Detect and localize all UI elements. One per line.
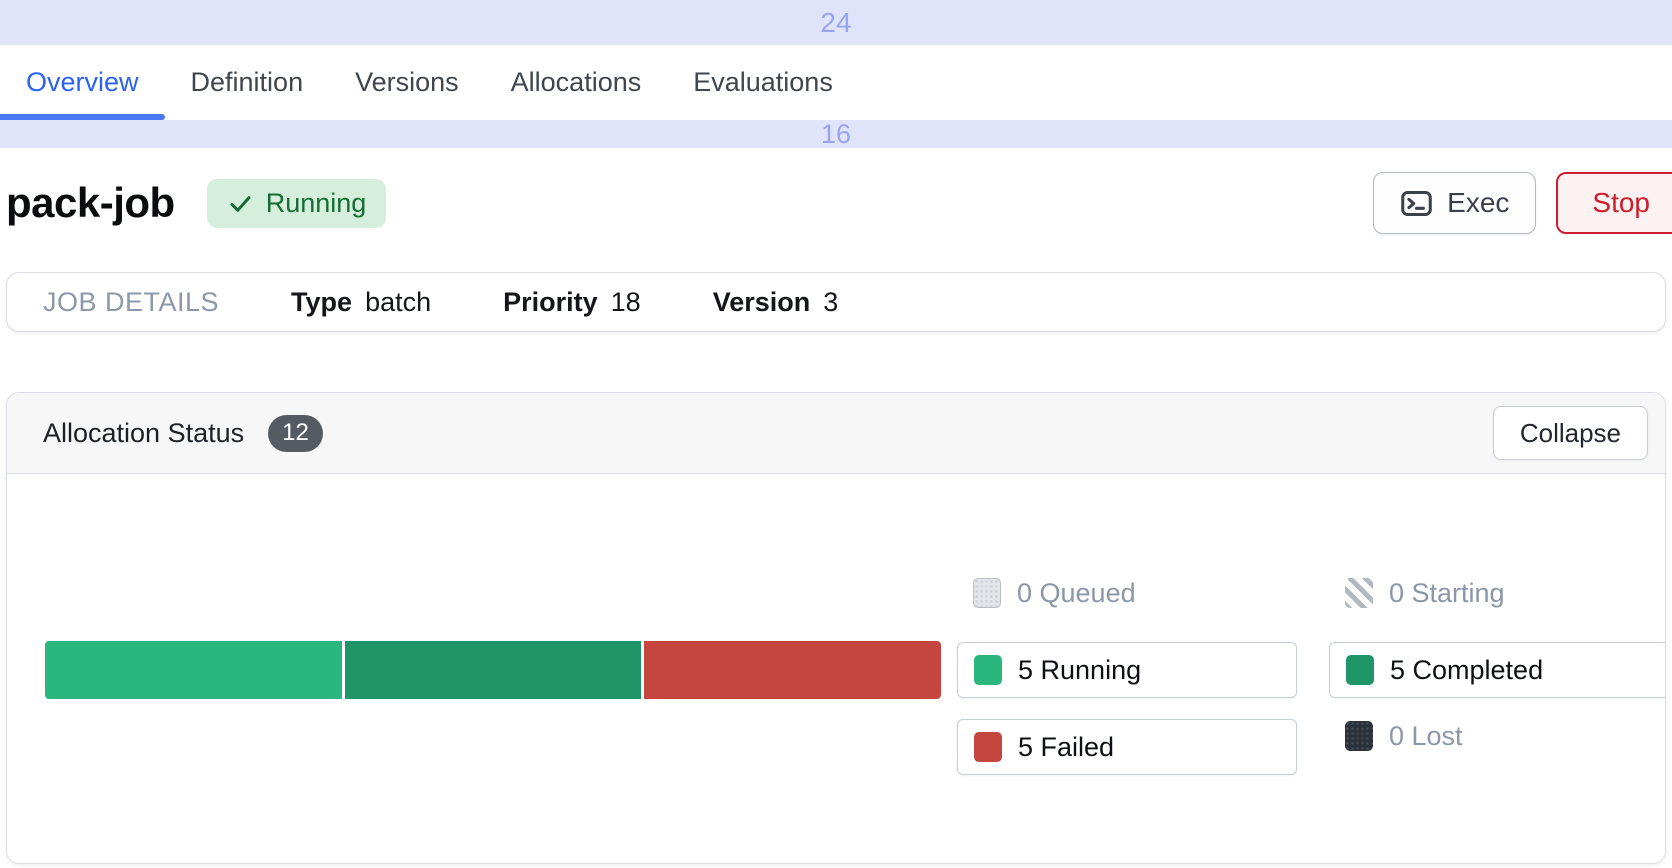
tab-overview[interactable]: Overview bbox=[0, 45, 165, 120]
spacing-overlay-mid: 16 bbox=[0, 118, 1672, 149]
allocation-status-title: Allocation Status bbox=[43, 417, 245, 448]
legend-row-2: 5 Running 5 Completed bbox=[957, 642, 1665, 698]
bar-segment-failed[interactable] bbox=[644, 641, 942, 699]
legend-item-starting: 0 Starting bbox=[1329, 576, 1665, 610]
legend-item-starting-label: 0 Starting bbox=[1389, 577, 1505, 608]
tab-versions[interactable]: Versions bbox=[355, 67, 459, 97]
allocation-status-chart: 0 Queued 0 Starting 5 Running 5 Complete… bbox=[7, 474, 1665, 863]
bar-segment-running[interactable] bbox=[45, 641, 342, 699]
legend-item-failed-label: 5 Failed bbox=[1018, 731, 1115, 762]
job-header: pack-job Running Exec Stop bbox=[0, 148, 1672, 272]
job-detail-priority-label: Priority bbox=[503, 286, 598, 317]
lost-swatch bbox=[1345, 721, 1373, 751]
job-detail-version-value: 3 bbox=[823, 286, 839, 317]
job-details-heading: JOB DETAILS bbox=[43, 286, 220, 317]
allocation-bar bbox=[45, 641, 942, 699]
legend-item-lost-label: 0 Lost bbox=[1389, 720, 1463, 751]
spacing-overlay-mid-label: 16 bbox=[820, 118, 852, 149]
exec-button-label: Exec bbox=[1447, 187, 1510, 218]
job-detail-priority: Priority 18 bbox=[503, 287, 641, 318]
allocation-status-panel: Allocation Status 12 Collapse 0 Queued 0… bbox=[6, 392, 1666, 864]
failed-swatch bbox=[974, 732, 1002, 762]
legend-item-queued: 0 Queued bbox=[957, 576, 1297, 610]
tab-definition[interactable]: Definition bbox=[190, 67, 304, 97]
stop-button[interactable]: Stop bbox=[1556, 172, 1672, 234]
exec-button[interactable]: Exec bbox=[1373, 172, 1537, 234]
running-swatch bbox=[974, 655, 1002, 685]
tab-bar: Overview Definition Versions Allocations… bbox=[0, 45, 1672, 120]
job-details-panel: JOB DETAILS Type batch Priority 18 Versi… bbox=[6, 272, 1666, 332]
job-detail-priority-value: 18 bbox=[610, 286, 641, 317]
legend-item-lost: 0 Lost bbox=[1329, 719, 1665, 753]
page-title: pack-job bbox=[6, 179, 175, 226]
legend-item-completed[interactable]: 5 Completed bbox=[1329, 642, 1665, 698]
status-badge: Running bbox=[206, 178, 387, 228]
check-icon bbox=[230, 195, 251, 212]
collapse-button[interactable]: Collapse bbox=[1492, 406, 1648, 460]
starting-swatch bbox=[1345, 578, 1373, 608]
legend-item-failed[interactable]: 5 Failed bbox=[957, 719, 1297, 775]
bar-segment-completed[interactable] bbox=[344, 641, 642, 699]
legend-item-queued-label: 0 Queued bbox=[1017, 577, 1136, 608]
job-detail-version: Version 3 bbox=[713, 287, 839, 318]
job-detail-type: Type batch bbox=[291, 287, 431, 318]
job-detail-type-value: batch bbox=[365, 286, 432, 317]
tab-evaluations[interactable]: Evaluations bbox=[693, 67, 833, 97]
stop-button-label: Stop bbox=[1592, 187, 1650, 218]
completed-swatch bbox=[1346, 655, 1374, 685]
legend-item-running[interactable]: 5 Running bbox=[957, 642, 1297, 698]
allocation-status-header: Allocation Status 12 Collapse bbox=[7, 393, 1665, 474]
legend-row-1: 0 Queued 0 Starting bbox=[957, 576, 1665, 610]
legend-item-completed-label: 5 Completed bbox=[1390, 654, 1544, 685]
job-actions: Exec Stop bbox=[1373, 172, 1672, 234]
allocation-count-badge: 12 bbox=[268, 414, 323, 452]
spacing-overlay-top-label: 24 bbox=[820, 6, 852, 38]
legend-row-3: 5 Failed 0 Lost bbox=[957, 719, 1665, 775]
tab-allocations[interactable]: Allocations bbox=[510, 67, 642, 97]
spacing-overlay-top: 24 bbox=[0, 0, 1672, 45]
queued-swatch bbox=[973, 578, 1001, 608]
status-badge-label: Running bbox=[265, 187, 367, 218]
legend-item-running-label: 5 Running bbox=[1018, 654, 1142, 685]
terminal-icon bbox=[1401, 190, 1432, 216]
job-detail-type-label: Type bbox=[291, 286, 353, 317]
job-detail-version-label: Version bbox=[712, 286, 811, 317]
